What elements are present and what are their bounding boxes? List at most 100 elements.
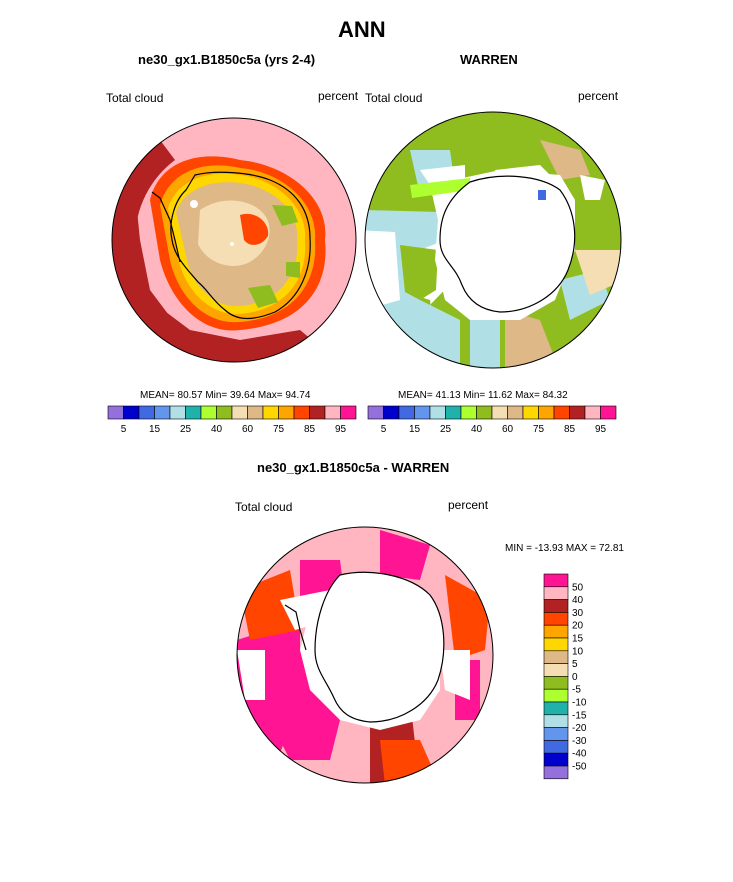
left-panel-variable-label: Total cloud	[106, 91, 164, 105]
left-colorbar-tick-label: 75	[273, 424, 285, 435]
diff-colorbar-box	[543, 599, 569, 613]
diff-colorbar-box	[543, 663, 569, 677]
right-colorbar-box	[538, 405, 555, 420]
left-polar-map	[112, 118, 356, 362]
diff-colorbar-tick-label: 40	[572, 595, 584, 606]
right-colorbar-tick-label: 5	[381, 424, 387, 435]
left-panel-title: ne30_gx1.B1850c5a (yrs 2-4)	[138, 52, 316, 67]
right-colorbar: 5 15 25 40 60 75 85 95	[367, 405, 617, 435]
diff-polar-map	[237, 527, 493, 783]
left-colorbar-tick-label: 60	[242, 424, 254, 435]
diff-colorbar-tick-label: 0	[572, 672, 578, 683]
diff-colorbar-box	[543, 586, 569, 600]
diff-colorbar-tick-label: 20	[572, 621, 584, 632]
left-colorbar-box	[138, 405, 155, 420]
diff-colorbar-box	[543, 688, 569, 703]
diff-colorbar-box	[543, 676, 569, 690]
figure-title: ANN	[338, 17, 386, 42]
left-colorbar-box	[169, 405, 186, 420]
diff-panel-stats: MIN = -13.93 MAX = 72.81	[505, 543, 624, 554]
left-colorbar-box	[123, 405, 140, 420]
left-colorbar-tick-label: 5	[121, 424, 127, 435]
right-colorbar-box	[569, 405, 586, 420]
left-colorbar-box	[309, 405, 326, 420]
right-colorbar-box	[553, 405, 570, 420]
left-colorbar-box	[185, 405, 202, 420]
left-panel-stats: MEAN= 80.57 Min= 39.64 Max= 94.74	[140, 390, 311, 401]
diff-colorbar-box	[543, 740, 569, 754]
right-colorbar-box	[460, 405, 477, 420]
right-polar-map	[365, 112, 621, 368]
diff-colorbar-tick-label: 5	[572, 659, 578, 670]
left-colorbar-box	[324, 405, 341, 420]
left-colorbar-tick-label: 95	[335, 424, 347, 435]
right-panel-units-label: percent	[578, 89, 619, 103]
diff-colorbar-tick-label: -20	[572, 723, 587, 734]
diff-colorbar-tick-label: -40	[572, 749, 587, 760]
diff-panel-variable-label: Total cloud	[235, 500, 293, 514]
left-colorbar-box	[200, 405, 217, 420]
diff-colorbar-box	[543, 637, 569, 652]
left-colorbar-tick-label: 40	[211, 424, 223, 435]
diff-colorbar-tick-label: -50	[572, 762, 587, 773]
right-colorbar-tick-label: 15	[409, 424, 421, 435]
left-colorbar-box	[293, 405, 310, 420]
diff-map-border	[236, 526, 494, 784]
diff-colorbar-box	[543, 714, 569, 728]
right-colorbar-tick-label: 25	[440, 424, 452, 435]
left-colorbar-box	[247, 405, 264, 420]
diff-colorbar-box	[543, 752, 569, 767]
left-colorbar-box	[231, 405, 248, 420]
right-map-border	[364, 111, 622, 369]
left-map-border	[111, 117, 357, 363]
left-colorbar-box	[262, 405, 279, 420]
right-panel-variable-label: Total cloud	[365, 91, 423, 105]
right-colorbar-box	[522, 405, 539, 420]
diff-colorbar-box	[543, 701, 569, 716]
diff-colorbar-box	[543, 573, 569, 588]
left-colorbar-box	[107, 405, 124, 420]
right-colorbar-box	[584, 405, 601, 420]
right-colorbar-box	[414, 405, 431, 420]
diff-colorbar-box	[543, 765, 569, 780]
left-colorbar-tick-label: 85	[304, 424, 316, 435]
diff-colorbar-tick-label: 30	[572, 608, 584, 619]
diff-colorbar-tick-label: 50	[572, 582, 584, 593]
left-colorbar-box	[340, 405, 357, 420]
left-colorbar: 5 15 25 40 60 75 85 95	[107, 405, 357, 435]
right-colorbar-box	[445, 405, 462, 420]
right-colorbar-tick-label: 75	[533, 424, 545, 435]
left-colorbar-tick-label: 25	[180, 424, 192, 435]
left-colorbar-tick-label: 15	[149, 424, 161, 435]
diff-colorbar-tick-label: 15	[572, 634, 584, 645]
right-colorbar-box	[491, 405, 508, 420]
left-colorbar-box	[154, 405, 171, 420]
right-panel-title: WARREN	[460, 52, 518, 67]
right-panel-stats: MEAN= 41.13 Min= 11.62 Max= 84.32	[398, 390, 568, 401]
right-colorbar-tick-label: 40	[471, 424, 483, 435]
diff-colorbar-box	[543, 727, 569, 741]
diff-colorbar-tick-label: -15	[572, 710, 587, 721]
diff-colorbar-box	[543, 624, 569, 639]
left-colorbar-box	[278, 405, 295, 420]
diff-colorbar-tick-label: 10	[572, 646, 584, 657]
right-colorbar-box	[367, 405, 384, 420]
right-colorbar-box	[383, 405, 400, 420]
right-colorbar-box	[507, 405, 524, 420]
diff-colorbar-tick-label: -10	[572, 698, 587, 709]
right-colorbar-tick-label: 85	[564, 424, 576, 435]
diff-colorbar-tick-label: -5	[572, 685, 581, 696]
right-colorbar-box	[600, 405, 617, 420]
left-panel-units-label: percent	[318, 89, 359, 103]
right-colorbar-box	[398, 405, 415, 420]
right-colorbar-box	[476, 405, 493, 420]
diff-panel-title: ne30_gx1.B1850c5a - WARREN	[257, 460, 450, 475]
right-colorbar-tick-label: 95	[595, 424, 607, 435]
diff-colorbar-tick-label: -30	[572, 736, 587, 747]
diff-colorbar-box	[543, 650, 569, 664]
diff-colorbar-box	[543, 612, 569, 626]
right-colorbar-box	[429, 405, 446, 420]
diff-panel-units-label: percent	[448, 498, 489, 512]
